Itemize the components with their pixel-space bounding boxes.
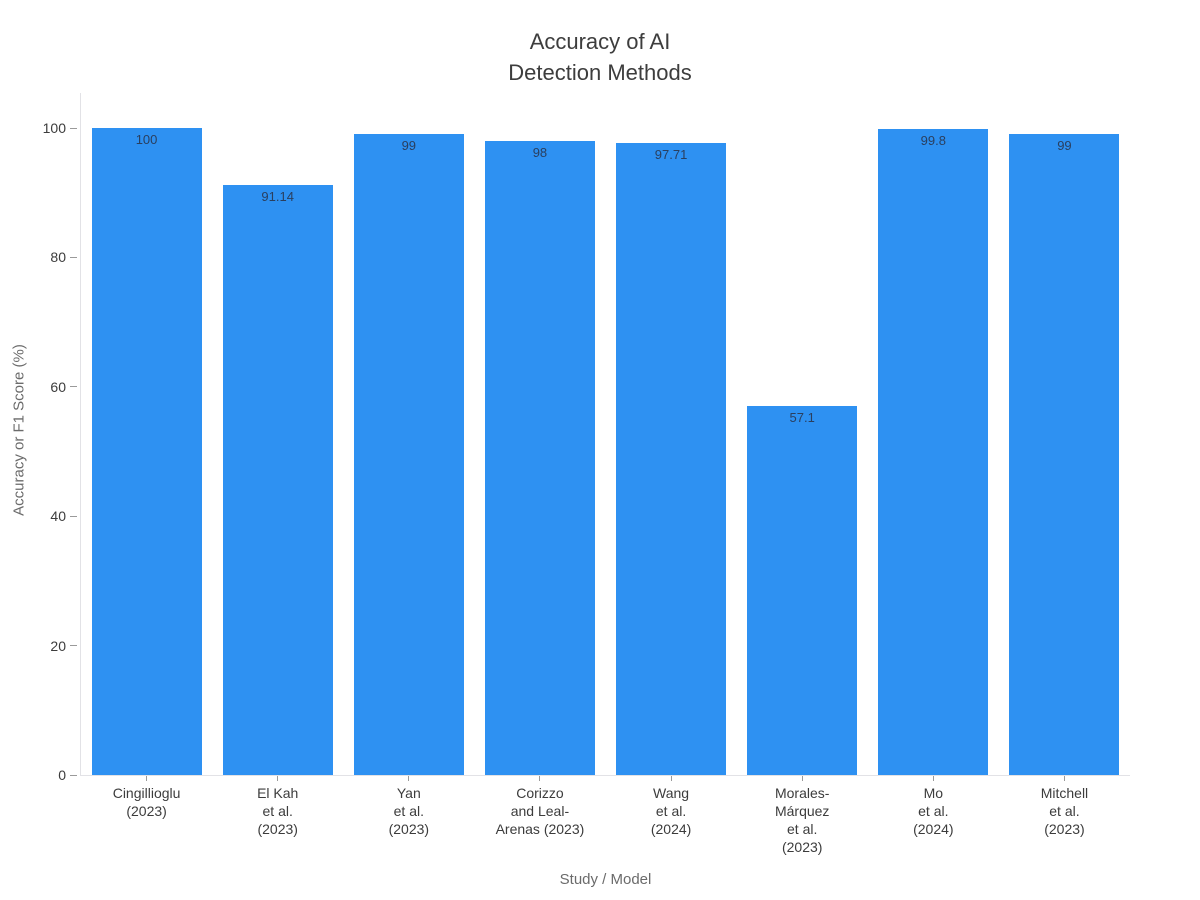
x-tick-label: Morales- Márquez et al. (2023): [722, 784, 882, 856]
x-tick-label-line: et al.: [393, 803, 424, 819]
bar: 100: [91, 128, 202, 775]
x-tick-label-line: et al.: [918, 803, 949, 819]
x-tick-mark: [539, 776, 541, 781]
x-tick-mark: [146, 776, 148, 781]
bar-value-label: 100: [135, 132, 158, 147]
x-tick-mark: [801, 776, 803, 781]
x-tick-label-line: El Kah: [257, 785, 299, 801]
y-tick-mark: [70, 256, 77, 258]
x-tick-label-line: et al.: [655, 803, 687, 819]
chart-title: Accuracy of AI Detection Methods: [0, 26, 1200, 88]
x-tick-label-line: et al.: [262, 803, 293, 819]
y-tick-label: 0: [58, 767, 66, 783]
bar-value-label: 57.1: [789, 409, 815, 425]
x-tick-label-line: Cingillioglu: [112, 785, 181, 801]
bar-value-label: 99: [1057, 138, 1072, 154]
bar-value-label: 99.8: [920, 133, 946, 149]
x-tick-mark: [1063, 776, 1065, 781]
x-tick-label: Mitchell et al. (2023): [984, 784, 1144, 838]
y-tick-mark: [70, 127, 77, 129]
x-tick-label: Corizzo and Leal- Arenas (2023): [460, 784, 620, 838]
y-tick-mark: [70, 774, 77, 776]
x-tick-label: Cingillioglu (2023): [67, 784, 227, 820]
bar: 57.1: [747, 405, 858, 775]
x-axis-title: Study / Model: [559, 871, 652, 888]
x-tick-label: El Kah et al. (2023): [198, 784, 358, 838]
chart-title-line2: Detection Methods: [508, 60, 692, 85]
x-tick-label-line: Mitchell: [1040, 785, 1089, 801]
y-axis-title: Accuracy or F1 Score (%): [10, 344, 28, 516]
x-tick-label-line: (2023): [388, 821, 430, 837]
x-tick-mark: [670, 776, 672, 781]
bar-value-label: 98: [532, 144, 548, 160]
x-tick-label-line: Yan: [396, 785, 421, 801]
x-tick-label-line: et al.: [787, 821, 818, 837]
x-tick-label-line: and Leal-: [510, 803, 570, 819]
x-tick-label-line: Corizzo: [516, 785, 564, 801]
x-axis-line: [80, 775, 1130, 776]
x-tick-label-line: Márquez: [774, 803, 830, 819]
x-tick-mark: [277, 776, 279, 781]
x-tick-label-line: Mo: [923, 785, 944, 801]
x-tick-label: Mo et al. (2024): [853, 784, 1013, 838]
bar: 99: [1009, 134, 1120, 775]
x-tick-label-line: (2023): [257, 821, 298, 837]
bar: 99.8: [878, 129, 989, 775]
y-axis-line: [80, 93, 81, 776]
bar: 91.14: [222, 185, 333, 775]
x-tick-label: Wang et al. (2024): [591, 784, 751, 838]
bar-value-label: 99: [401, 138, 417, 154]
x-tick-mark: [932, 776, 934, 781]
y-tick-mark: [70, 645, 77, 647]
x-tick-label-line: (2024): [650, 821, 692, 837]
bar-value-label: 97.71: [654, 146, 688, 162]
x-tick-label-line: Arenas (2023): [495, 821, 585, 837]
x-tick-label-line: (2023): [126, 803, 167, 819]
y-tick-label: 80: [50, 249, 66, 266]
x-tick-label-line: et al.: [1049, 803, 1080, 819]
plot-area: 0 20 40 60 80 100 100 Cingillioglu (2023) 91.14 El…: [43, 93, 1130, 855]
bar: 98: [484, 140, 595, 775]
y-tick-label: 60: [50, 378, 66, 395]
chart-title-line1: Accuracy of AI: [529, 29, 671, 54]
x-tick-label-line: (2023): [1044, 821, 1085, 837]
y-tick-mark: [70, 515, 77, 517]
x-tick-label-line: (2023): [781, 839, 823, 855]
y-tick-mark: [70, 386, 77, 388]
y-tick-label: 20: [50, 637, 66, 654]
y-tick-label: 40: [50, 508, 66, 525]
x-tick-label-line: (2024): [913, 821, 954, 837]
bar-value-label: 91.14: [261, 189, 294, 205]
x-tick-label-line: Morales-: [774, 785, 830, 801]
x-tick-label-line: Wang: [653, 785, 690, 801]
bar: 97.71: [616, 142, 727, 775]
x-tick-mark: [408, 776, 410, 781]
bar: 99: [353, 134, 464, 775]
y-tick-label: 100: [42, 120, 66, 136]
x-tick-label: Yan et al. (2023): [329, 784, 489, 838]
